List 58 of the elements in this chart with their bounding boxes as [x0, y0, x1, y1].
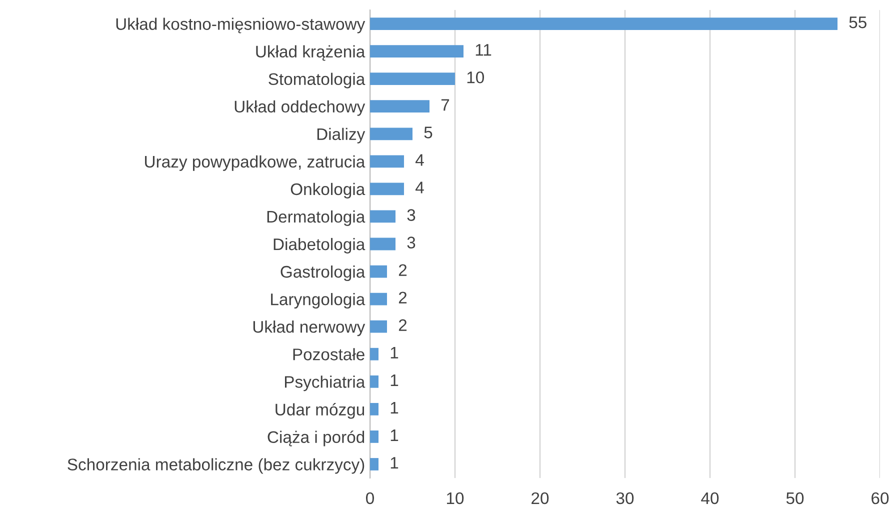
data-label: 1	[390, 374, 398, 386]
x-tick-label: 10	[447, 492, 464, 504]
y-tick-label: Psychiatria	[285, 376, 366, 392]
data-label: 2	[398, 292, 407, 304]
y-tick-label: Ciąża i poród	[268, 430, 364, 446]
y-tick-label: Gastrologia	[280, 265, 366, 282]
y-tick-label: Udar mózgu	[276, 403, 364, 419]
x-tick-label: 20	[532, 492, 549, 504]
y-tick-label: Onkologia	[290, 182, 366, 198]
data-label: 7	[441, 99, 450, 111]
bar	[370, 375, 378, 388]
data-label: 11	[476, 44, 492, 56]
data-label: 5	[424, 126, 432, 138]
bar	[370, 155, 404, 168]
y-tick-label: Układ nerwowy	[253, 320, 366, 336]
bar	[370, 458, 378, 470]
x-tick-label: 40	[701, 492, 719, 504]
bar	[370, 320, 387, 333]
x-tick-label: 60	[872, 492, 889, 504]
data-label: 1	[390, 430, 398, 442]
x-tick-label: 0	[366, 492, 374, 504]
data-label: 2	[398, 264, 407, 276]
data-label: 55	[849, 16, 866, 28]
y-tick-label: Schorzenia metaboliczne (bez cukrzycy)	[68, 458, 364, 474]
bar	[370, 430, 378, 443]
y-tick-label: Pozostałe	[293, 348, 364, 360]
data-label: 3	[407, 236, 416, 248]
x-tick-label: 50	[786, 492, 804, 504]
bar	[370, 402, 378, 416]
data-label: 4	[415, 154, 424, 166]
bar	[370, 182, 404, 196]
data-label: 1	[390, 457, 398, 469]
x-tick-label: 30	[616, 492, 634, 504]
y-tick-label: Układ krążenia	[256, 45, 366, 61]
y-tick-label: Układ oddechowy	[234, 100, 366, 116]
data-label: 4	[415, 182, 424, 194]
data-label: 1	[390, 346, 398, 358]
bar	[370, 292, 387, 306]
data-label: 10	[467, 71, 484, 84]
bar	[370, 100, 430, 113]
bar	[370, 210, 396, 223]
data-label: 2	[398, 319, 407, 331]
y-tick-label: Dializy	[317, 128, 366, 144]
y-tick-label: Diabetologia	[274, 238, 366, 254]
bar	[370, 18, 838, 30]
y-tick-label: Dermatologia	[267, 210, 366, 226]
bar	[370, 128, 412, 140]
y-tick-label: Układ kostno-mięsniowo-stawowy	[116, 18, 366, 34]
bar	[370, 348, 378, 360]
y-tick-label: Laryngologia	[271, 293, 366, 309]
bar	[370, 238, 396, 250]
bar	[370, 72, 455, 86]
data-label: 3	[407, 209, 416, 221]
bar	[370, 265, 387, 278]
bar	[370, 45, 464, 58]
y-tick-label: Urazy powypadkowe, zatrucia	[145, 155, 366, 171]
data-label: 1	[390, 402, 398, 414]
y-tick-label: Stomatologia	[268, 72, 366, 88]
